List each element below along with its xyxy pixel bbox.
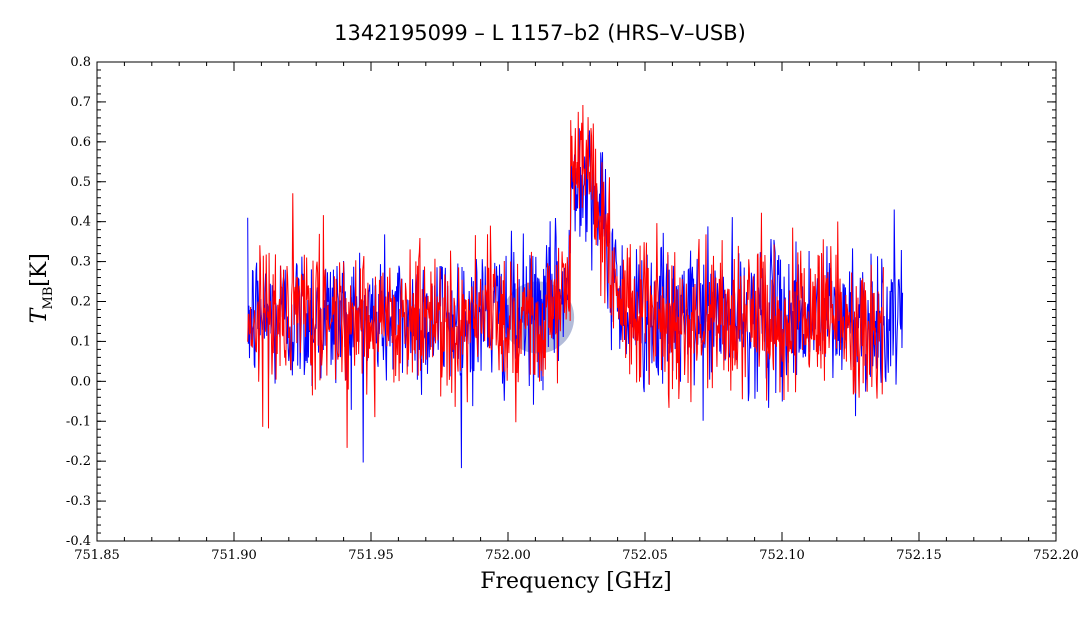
x-tick-label: 752.15 — [896, 548, 942, 563]
chart-title: 1342195099 – L 1157–b2 (HRS–V–USB) — [334, 21, 746, 45]
y-tick-label: -0.3 — [66, 494, 91, 509]
y-axis-label-subscript: MB — [41, 287, 56, 310]
y-tick-label: 0.3 — [70, 255, 91, 270]
x-tick-label: 752.05 — [622, 548, 668, 563]
y-tick-label: 0.4 — [70, 215, 91, 230]
series-line-red — [247, 104, 884, 448]
x-tick-label: 751.85 — [74, 548, 120, 563]
y-axis: -0.4 -0.3 -0.2 -0.1 0.0 0.1 0.2 0.3 0.4 0.5 0.6 0.7… — [66, 55, 1056, 549]
y-tick-label: -0.1 — [66, 414, 91, 429]
x-tick-label: 751.95 — [348, 548, 394, 563]
x-axis-label: Frequency [GHz] — [480, 569, 672, 594]
y-tick-label: 0.8 — [70, 55, 91, 70]
x-tick-label: 752.00 — [485, 548, 531, 563]
y-tick-label: 0.7 — [70, 95, 91, 110]
y-axis-label-unit: [K] — [27, 253, 52, 287]
y-tick-label: 0.1 — [70, 334, 91, 349]
y-axis-label: T MB [K] — [27, 253, 56, 323]
x-axis: 751.85 751.90 751.95 752.00 752.05 752.10 752.… — [74, 62, 1079, 563]
y-axis-label-symbol: T — [27, 306, 52, 323]
series-line-blue — [247, 128, 904, 469]
y-tick-label: 0.2 — [70, 295, 91, 310]
y-tick-label: -0.4 — [66, 534, 91, 549]
plot-area — [96, 61, 1057, 542]
y-tick-label: 0.0 — [70, 374, 91, 389]
y-tick-label: 0.5 — [70, 175, 91, 190]
series-group — [247, 104, 904, 469]
x-tick-label: 752.10 — [759, 548, 805, 563]
y-tick-label: 0.6 — [70, 135, 91, 150]
y-tick-label: -0.2 — [66, 454, 91, 469]
plot-frame — [96, 61, 1057, 542]
x-tick-label: 751.90 — [211, 548, 257, 563]
x-tick-label: 752.20 — [1033, 548, 1079, 563]
